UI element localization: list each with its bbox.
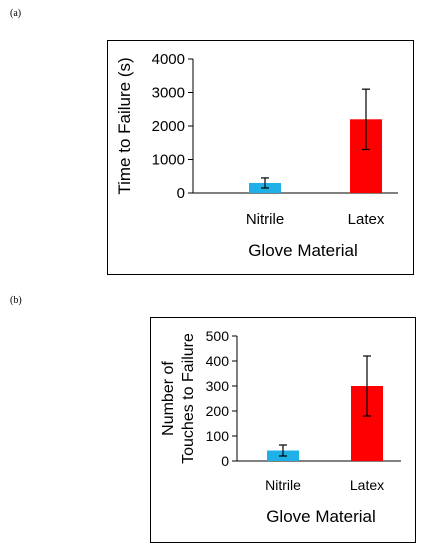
- y-tick-label: 2000: [152, 118, 185, 135]
- panel-label-a: (a): [10, 8, 22, 19]
- panel-label-b: (b): [10, 295, 22, 306]
- y-tick-label: 1000: [152, 152, 185, 169]
- y-tick-label: 100: [206, 428, 230, 444]
- category-label: Nitrile: [265, 477, 301, 493]
- category-label: Latex: [348, 211, 385, 228]
- chart-a: 0 1000 2000 3000 4000 Nitrile Latex Glove Mater…: [115, 51, 398, 260]
- x-axis-label: Glove Material: [266, 507, 376, 526]
- y-tick-label: 0: [221, 453, 229, 469]
- y-tick-label: 4000: [152, 51, 185, 68]
- y-axis-label-line: Touches to Failure: [180, 333, 197, 464]
- chart-b: 0 100 200 300 400 500 Nitrile Latex Glove Materi…: [160, 328, 401, 526]
- chart-b-frame: 0 100 200 300 400 500 Nitrile Latex Glove Materi…: [150, 317, 416, 543]
- chart-a-frame: 0 1000 2000 3000 4000 Nitrile Latex Glove Mater…: [107, 40, 414, 275]
- y-axis-label: Time to Failure (s): [115, 57, 134, 194]
- category-label: Latex: [350, 477, 384, 493]
- category-label: Nitrile: [246, 211, 284, 228]
- y-tick-label: 400: [206, 353, 230, 369]
- y-tick-label: 300: [206, 378, 230, 394]
- y-tick-label: 200: [206, 403, 230, 419]
- y-tick-label: 0: [177, 185, 185, 202]
- x-axis-label: Glove Material: [248, 241, 358, 260]
- y-tick-label: 500: [206, 328, 230, 344]
- y-axis-label-line: Number of: [160, 361, 177, 436]
- y-tick-label: 3000: [152, 85, 185, 102]
